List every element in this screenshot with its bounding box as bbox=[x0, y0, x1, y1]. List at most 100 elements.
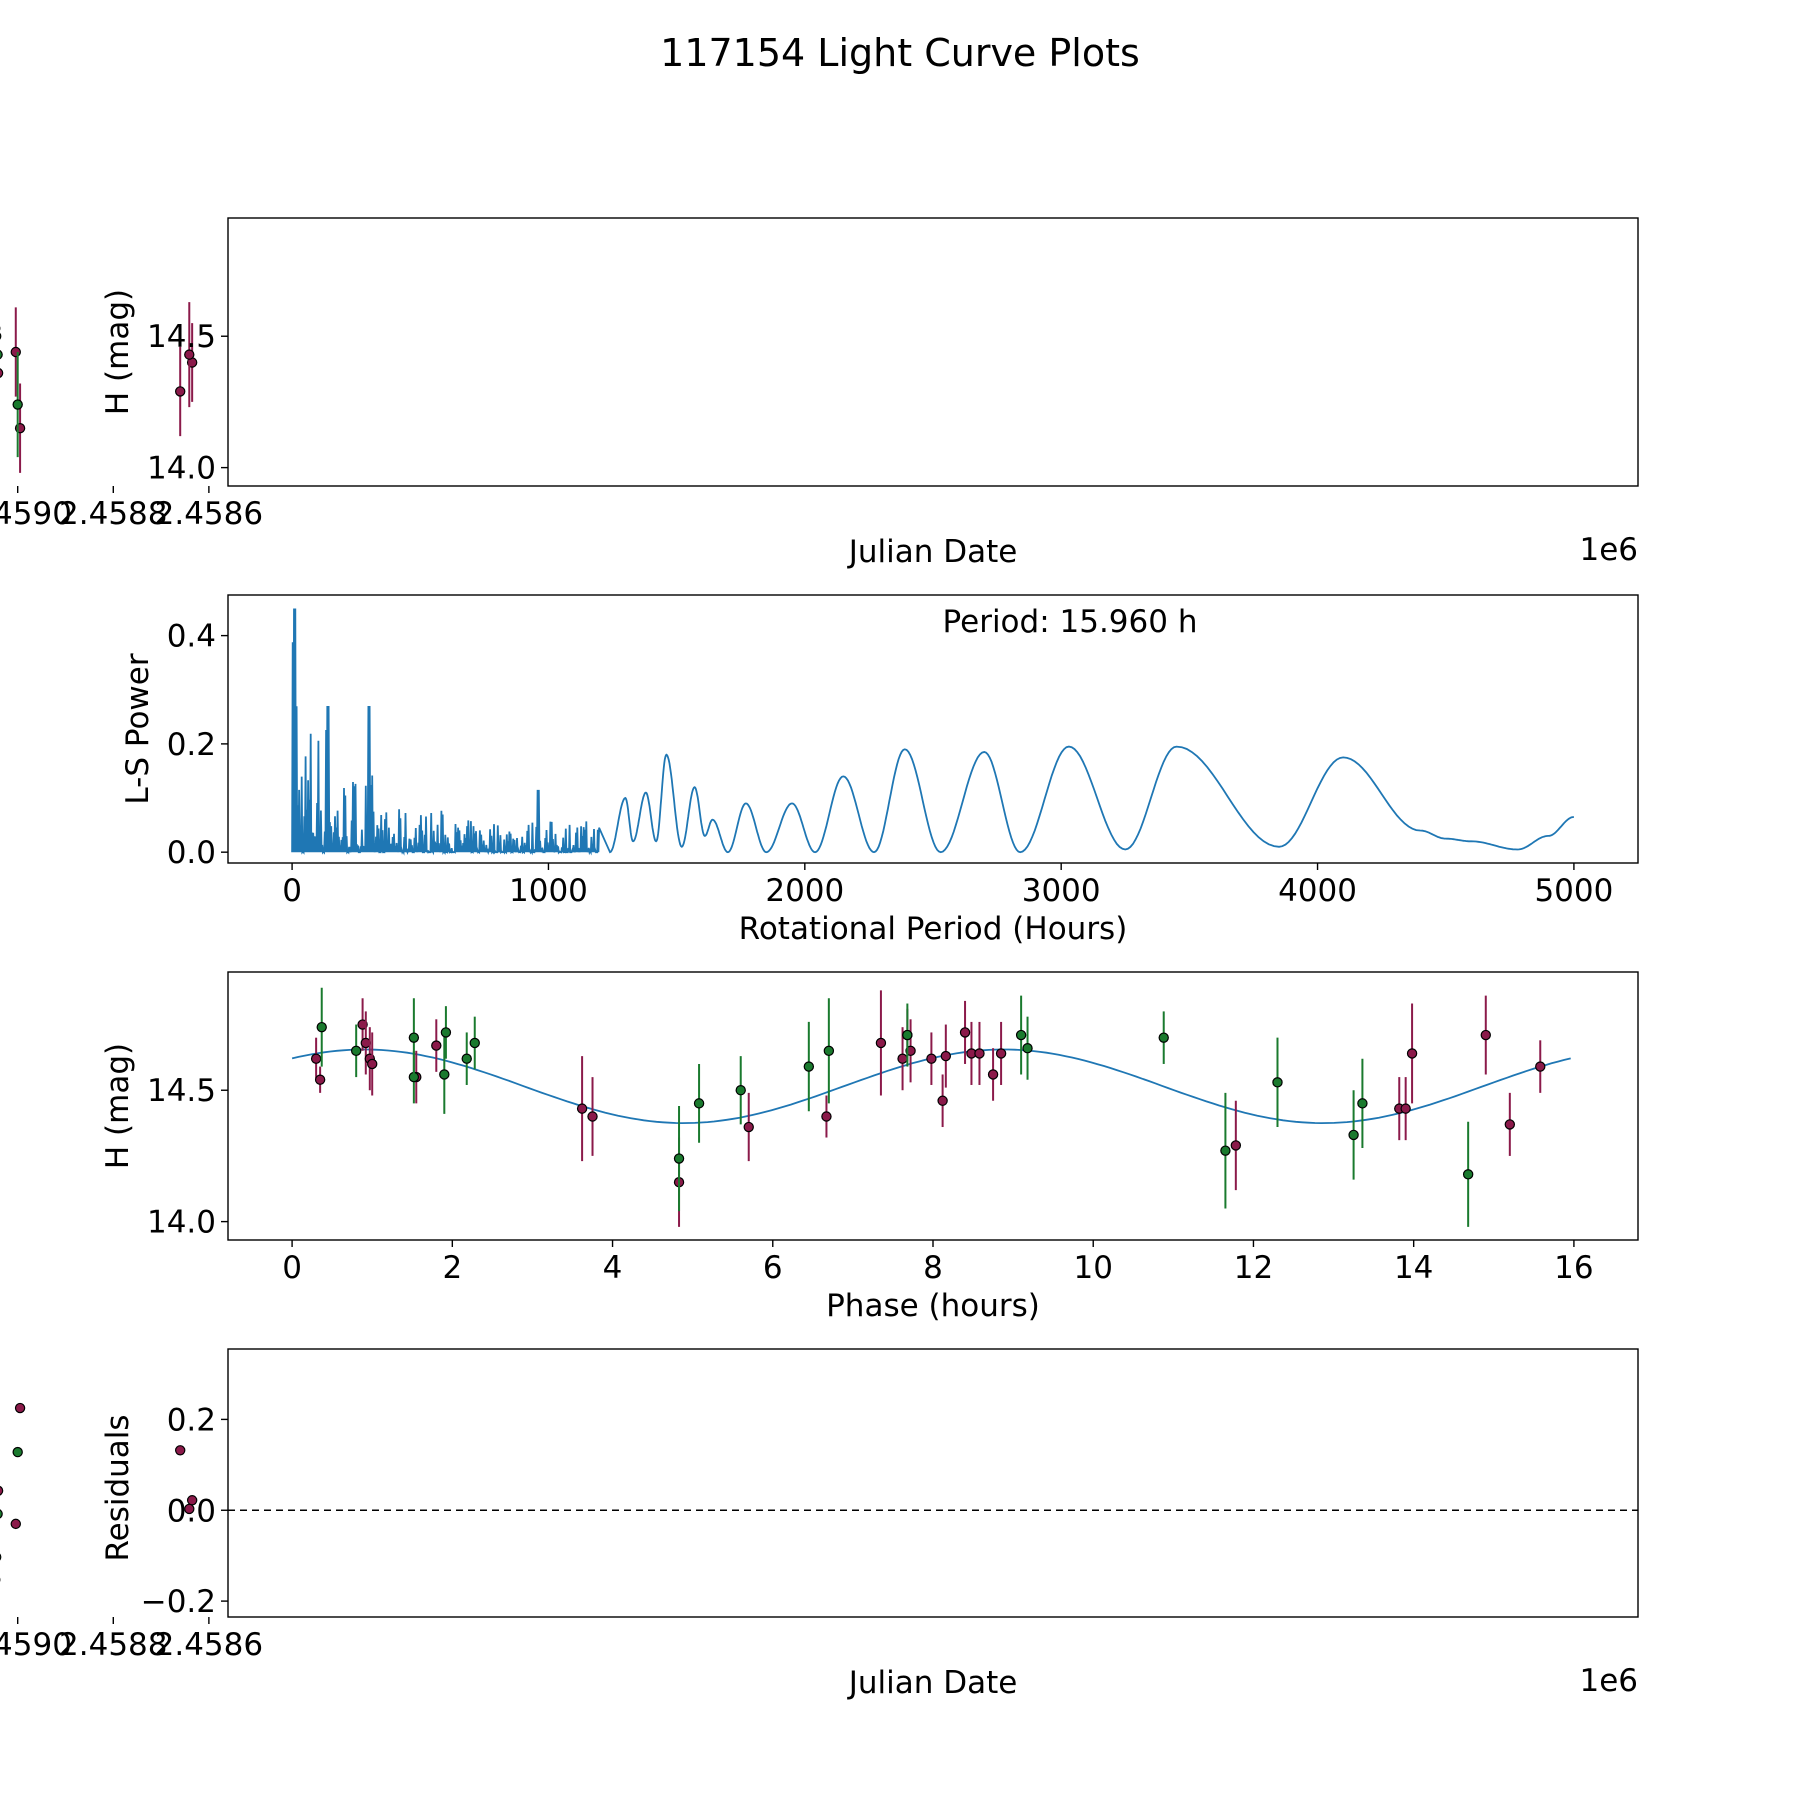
phased-point-green bbox=[673, 1153, 685, 1164]
phased-xtick-label: 12 bbox=[1234, 1250, 1273, 1286]
panel-residuals: 2.45862.45882.45902.45922.4594−0.20.00.2… bbox=[0, 1348, 1639, 1701]
residuals-ylabel: Residuals bbox=[100, 1414, 136, 1561]
phased-point-green bbox=[1220, 1145, 1231, 1156]
periodogram-ylabel: L-S Power bbox=[120, 653, 156, 804]
residuals-point-maroon bbox=[175, 1445, 186, 1456]
residuals-point-maroon bbox=[14, 1402, 26, 1414]
phased-point-maroon bbox=[821, 1111, 832, 1122]
phased-point-green bbox=[350, 1045, 362, 1057]
lightcurve-xlabel: Julian Date bbox=[847, 534, 1018, 570]
phased-point-maroon bbox=[987, 1069, 999, 1080]
residuals-xtick-label: 2.4588 bbox=[59, 1627, 167, 1663]
phased-point-green bbox=[1348, 1129, 1359, 1141]
residuals-offset-text: 1e6 bbox=[1579, 1663, 1638, 1699]
phased-point-green bbox=[461, 1053, 472, 1064]
phased-point-maroon bbox=[743, 1121, 754, 1133]
figure-title: 117154 Light Curve Plots bbox=[660, 31, 1140, 75]
lightcurve-point-maroon bbox=[0, 368, 4, 378]
phased-point-maroon bbox=[1406, 1048, 1418, 1059]
phased-point-green bbox=[1158, 1032, 1169, 1043]
phased-point-maroon bbox=[875, 1037, 887, 1049]
phased-point-maroon bbox=[576, 1103, 588, 1114]
phased-xtick-label: 10 bbox=[1074, 1250, 1113, 1286]
residuals-point-green bbox=[0, 1509, 3, 1519]
phased-point-maroon bbox=[995, 1048, 1007, 1059]
lightcurve-ylabel: H (mag) bbox=[100, 289, 136, 415]
phased-xtick-label: 16 bbox=[1554, 1250, 1593, 1286]
phased-xlabel: Phase (hours) bbox=[826, 1288, 1040, 1324]
residuals-point-maroon bbox=[184, 1503, 195, 1515]
phased-point-maroon bbox=[1230, 1140, 1242, 1151]
phased-point-maroon bbox=[1535, 1061, 1546, 1072]
phased-point-green bbox=[1272, 1077, 1283, 1088]
phased-marks bbox=[291, 987, 1571, 1227]
phased-point-green bbox=[1022, 1042, 1033, 1054]
phased-ytick-label: 14.5 bbox=[147, 1073, 216, 1109]
periodogram-ytick-label: 0.0 bbox=[167, 835, 216, 871]
periodogram-curve bbox=[291, 608, 1574, 856]
phased-point-maroon bbox=[431, 1040, 442, 1051]
residuals-point-green bbox=[12, 1446, 23, 1458]
phased-point-green bbox=[439, 1069, 450, 1080]
periodogram-axes-frame bbox=[227, 594, 1639, 864]
phased-point-maroon bbox=[926, 1053, 937, 1064]
residuals-xtick-label: 2.4590 bbox=[0, 1627, 72, 1663]
lightcurve-point-maroon bbox=[184, 349, 195, 360]
periodogram-xtick-label: 5000 bbox=[1534, 873, 1613, 909]
lightcurve-xtick-label: 2.4586 bbox=[155, 496, 263, 532]
phased-point-maroon bbox=[897, 1053, 908, 1064]
residuals-ytick-label: −0.2 bbox=[141, 1584, 216, 1620]
phased-point-maroon bbox=[1400, 1103, 1411, 1114]
lightcurve-axes-frame bbox=[227, 217, 1639, 487]
lightcurve-xtick-label: 2.4588 bbox=[59, 496, 167, 532]
residuals-ytick-label: 0.2 bbox=[167, 1402, 216, 1438]
lightcurve-ytick-label: 14.0 bbox=[147, 451, 216, 487]
residuals-xtick-label: 2.4586 bbox=[155, 1627, 263, 1663]
periodogram-xtick-label: 3000 bbox=[1022, 873, 1101, 909]
phased-point-maroon bbox=[1504, 1119, 1516, 1130]
panel-periodogram: 0 1000 2000 3000 4000 5000 0.0 0.2 0.4 Period: 1… bbox=[120, 594, 1639, 947]
lightcurve-point-green bbox=[0, 332, 2, 340]
phased-point-green bbox=[693, 1098, 705, 1109]
phased-point-green bbox=[1357, 1098, 1368, 1109]
lightcurve-ytick-label: 14.5 bbox=[147, 319, 216, 355]
phased-point-maroon bbox=[1480, 1029, 1491, 1041]
residuals-marks bbox=[0, 1402, 1638, 1582]
periodogram-ytick-label: 0.2 bbox=[167, 727, 216, 763]
residuals-ytick-label: 0.0 bbox=[167, 1493, 216, 1529]
lightcurve-marks bbox=[0, 302, 198, 473]
phased-point-green bbox=[1462, 1169, 1474, 1180]
phased-xtick-label: 2 bbox=[442, 1250, 462, 1286]
lightcurve-offset-text: 1e6 bbox=[1579, 532, 1638, 568]
residuals-point-maroon bbox=[10, 1518, 21, 1530]
periodogram-ticks: 0 1000 2000 3000 4000 5000 0.0 0.2 0.4 bbox=[167, 619, 1614, 909]
panel-phased: 0 2 4 6 8 10 12 14 16 14.0 14.5 Phase (hours) H (m… bbox=[100, 971, 1639, 1324]
periodogram-annotation: Period: 15.960 h bbox=[943, 604, 1198, 640]
lightcurve-point-green bbox=[12, 399, 23, 410]
phased-xtick-label: 0 bbox=[282, 1250, 302, 1286]
phased-point-maroon bbox=[367, 1058, 378, 1070]
periodogram-xtick-label: 1000 bbox=[509, 873, 588, 909]
phased-point-maroon bbox=[937, 1095, 948, 1106]
periodogram-marks bbox=[291, 608, 1574, 856]
phased-point-maroon bbox=[310, 1053, 322, 1064]
phased-point-green bbox=[469, 1037, 480, 1049]
phased-point-maroon bbox=[974, 1048, 985, 1059]
periodogram-xtick-label: 4000 bbox=[1278, 873, 1357, 909]
periodogram-xtick-label: 2000 bbox=[765, 873, 844, 909]
lightcurve-point-maroon bbox=[10, 346, 21, 358]
lightcurve-xtick-label: 2.4590 bbox=[0, 496, 72, 532]
phased-point-green bbox=[823, 1045, 835, 1057]
phased-point-maroon bbox=[587, 1111, 598, 1122]
periodogram-xlabel: Rotational Period (Hours) bbox=[739, 911, 1128, 947]
lightcurve-point-maroon bbox=[175, 386, 186, 397]
periodogram-ytick-label: 0.4 bbox=[167, 619, 216, 655]
phased-point-green bbox=[440, 1027, 452, 1038]
phased-point-green bbox=[735, 1085, 746, 1096]
phased-xtick-label: 4 bbox=[603, 1250, 623, 1286]
periodogram-xtick-label: 0 bbox=[282, 873, 302, 909]
